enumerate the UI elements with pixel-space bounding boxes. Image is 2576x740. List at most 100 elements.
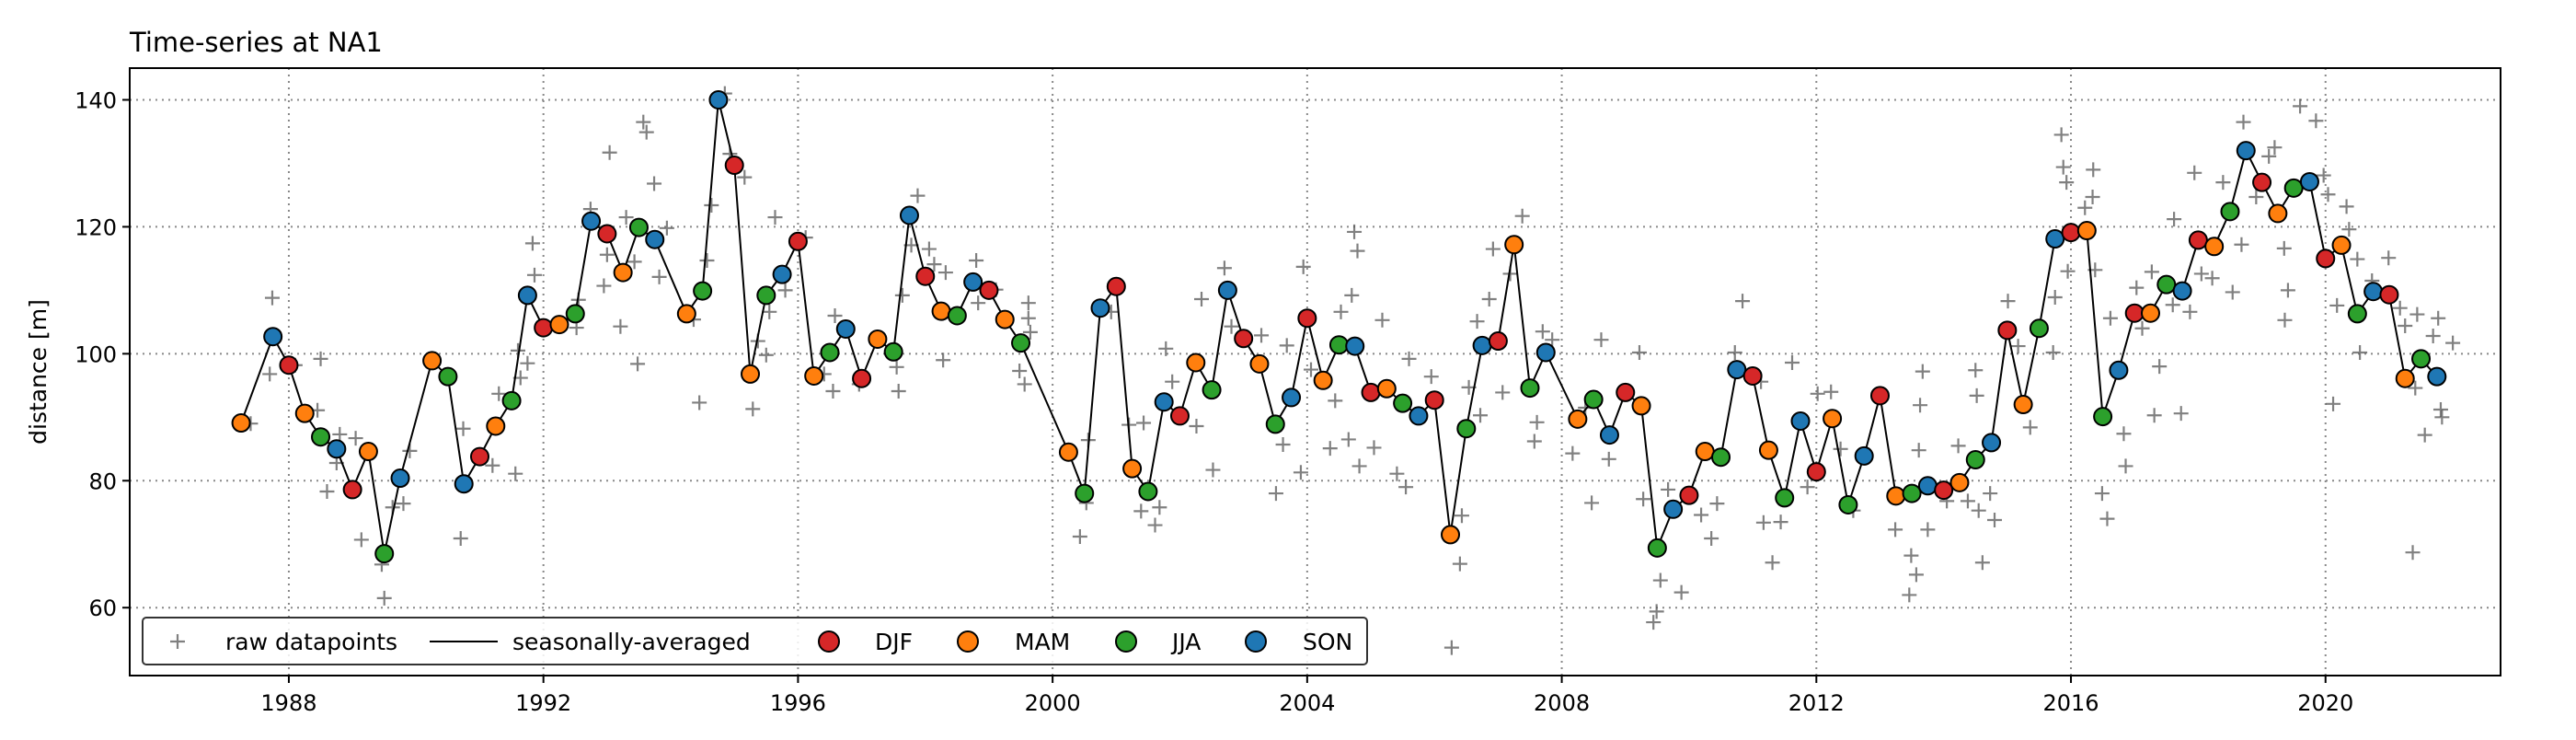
raw-datapoint [1452,556,1467,572]
raw-datapoint [1593,332,1609,348]
raw-datapoint [2094,486,2110,502]
seasonal-point-mam [741,364,761,384]
raw-datapoint [1673,584,1689,600]
seasonal-point-djf [852,368,872,388]
raw-datapoint [526,267,542,283]
raw-datapoint [2134,320,2150,336]
raw-datapoint [1022,324,1038,340]
y-axis: 60 80 100 120 140 [75,87,130,621]
raw-datapoint [2102,310,2118,326]
raw-datapoint [1344,287,1360,303]
raw-datapoint [376,590,392,606]
seasonal-point-djf [2061,223,2081,243]
seasonal-point-son [1663,499,1684,519]
raw-datapoint [1902,587,1917,603]
raw-datapoint [2182,304,2198,319]
seasonal-point-mam [1504,235,1524,255]
x-tick-label: 2020 [2297,690,2353,716]
seasonal-point-djf [788,231,808,251]
seasonal-point-son [2427,366,2447,387]
x-tick-label: 2016 [2042,690,2099,716]
raw-datapoint [1800,480,1815,495]
raw-datapoint [2408,380,2423,396]
seasonal-point-jja [1583,389,1604,410]
raw-datapoint [2350,251,2365,267]
raw-datapoint [1584,495,1600,511]
legend-label: MAM [1015,629,1070,655]
raw-datapoint [1295,259,1311,274]
seasonal-point-mam [1376,378,1397,399]
x-tick-label: 2008 [1534,690,1590,716]
raw-datapoint [599,247,615,262]
raw-datapoint [1481,292,1497,307]
seasonal-point-jja [1265,414,1285,434]
raw-datapoint [1205,462,1221,478]
raw-datapoint [630,356,646,372]
legend-label: JJA [1170,629,1201,655]
raw-datapoint [767,210,783,225]
seasonal-point-son [2045,229,2065,249]
raw-datapoint [1810,386,1825,401]
raw-datapoint [651,269,667,284]
raw-datapoint [1293,465,1308,480]
legend-marker-jja [1115,630,1137,653]
seasonal-point-jja [1838,494,1858,515]
seasonal-point-jja [2156,274,2177,295]
y-axis-label: distance [m] [25,299,52,445]
raw-datapoint [1351,458,1367,474]
legend-marker-mam [957,630,979,653]
raw-datapoint [1216,260,1232,276]
seasonal-point-mam [613,262,633,283]
raw-datapoint [745,401,761,417]
raw-datapoint [636,114,651,130]
raw-datapoint [1328,393,1343,409]
raw-datapoint [2236,114,2251,130]
seasonal-point-jja [2029,318,2049,339]
plot-frame [129,67,2501,676]
seasonal-point-djf [469,446,489,467]
seasonal-point-djf [1869,386,1890,406]
seasonal-point-mam [2331,235,2352,255]
raw-datapoint [2341,222,2357,237]
legend-marker-son [1245,630,1267,653]
raw-datapoint [2152,359,2168,375]
raw-datapoint [1833,441,1848,457]
seasonal-point-mam [2204,237,2225,257]
raw-datapoint [1254,328,1270,343]
seasonal-point-son [2299,171,2319,191]
raw-datapoint [827,307,843,323]
seasonal-point-mam [1122,458,1143,479]
seasonal-point-mam [2076,221,2097,241]
seasonal-point-son [581,211,602,231]
raw-datapoint [2339,199,2354,214]
seasonal-point-djf [597,224,617,244]
raw-datapoint [2045,344,2061,360]
raw-datapoint [1649,604,1664,619]
seasonal-point-son [645,229,665,249]
seasonal-point-son [963,272,983,292]
raw-datapoint [2417,427,2432,443]
raw-datapoint [1020,295,1036,311]
raw-datapoint [921,241,937,257]
raw-datapoint [969,252,984,268]
raw-datapoint [1147,517,1163,533]
y-tick-label: 60 [88,595,117,621]
seasonal-point-mam [1441,525,1461,545]
raw-datapoint [704,197,719,213]
raw-datapoint [2329,297,2345,313]
x-tick-label: 2000 [1025,690,1081,716]
raw-datapoint [353,532,369,548]
seasonal-point-mam [422,351,443,371]
raw-datapoint [2431,310,2446,326]
seasonal-point-djf [1361,382,1381,402]
raw-datapoint [2059,175,2075,191]
raw-datapoint [777,283,793,298]
seasonal-point-mam [1886,486,1906,506]
y-tick-label: 140 [75,87,117,113]
seasonal-point-djf [724,156,744,176]
raw-datapoint [1983,486,1998,502]
seasonal-point-mam [486,416,506,436]
seasonal-point-jja [756,285,776,306]
raw-datapoint [627,254,642,270]
